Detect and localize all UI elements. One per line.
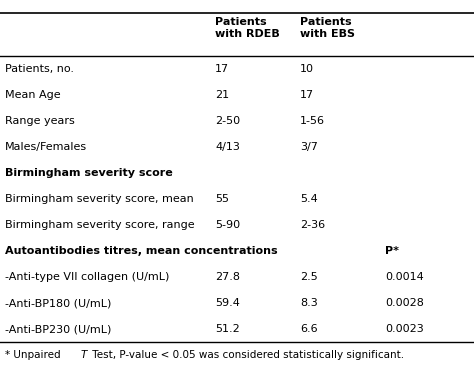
Text: 21: 21 [215,90,229,100]
Text: 55: 55 [215,194,229,204]
Text: P*: P* [385,246,399,256]
Text: -Anti-BP180 (U/mL): -Anti-BP180 (U/mL) [5,298,111,308]
Text: 2-50: 2-50 [215,116,240,126]
Text: 8.3: 8.3 [300,298,318,308]
Text: 10: 10 [300,64,314,74]
Text: Patients
with EBS: Patients with EBS [300,17,355,39]
Text: 3/7: 3/7 [300,142,318,152]
Text: 5-90: 5-90 [215,220,240,230]
Text: 4/13: 4/13 [215,142,240,152]
Text: 5.4: 5.4 [300,194,318,204]
Text: 1-56: 1-56 [300,116,325,126]
Text: Autoantibodies titres, mean concentrations: Autoantibodies titres, mean concentratio… [5,246,278,256]
Text: 0.0014: 0.0014 [385,272,424,282]
Text: 17: 17 [300,90,314,100]
Text: -Anti-BP230 (U/mL): -Anti-BP230 (U/mL) [5,324,111,334]
Text: T: T [81,350,87,360]
Text: Birmingham severity score, mean: Birmingham severity score, mean [5,194,194,204]
Text: * Unpaired: * Unpaired [5,350,64,360]
Text: Patients
with RDEB: Patients with RDEB [215,17,280,39]
Text: Range years: Range years [5,116,75,126]
Text: Birmingham severity score: Birmingham severity score [5,168,173,178]
Text: 2.5: 2.5 [300,272,318,282]
Text: Mean Age: Mean Age [5,90,61,100]
Text: 6.6: 6.6 [300,324,318,334]
Text: 59.4: 59.4 [215,298,240,308]
Text: 2-36: 2-36 [300,220,325,230]
Text: 0.0028: 0.0028 [385,298,424,308]
Text: Males/Females: Males/Females [5,142,87,152]
Text: Birmingham severity score, range: Birmingham severity score, range [5,220,195,230]
Text: Test, P-value < 0.05 was considered statistically significant.: Test, P-value < 0.05 was considered stat… [89,350,404,360]
Text: 17: 17 [215,64,229,74]
Text: 27.8: 27.8 [215,272,240,282]
Text: Patients, no.: Patients, no. [5,64,74,74]
Text: 51.2: 51.2 [215,324,240,334]
Text: 0.0023: 0.0023 [385,324,424,334]
Text: -Anti-type VII collagen (U/mL): -Anti-type VII collagen (U/mL) [5,272,169,282]
